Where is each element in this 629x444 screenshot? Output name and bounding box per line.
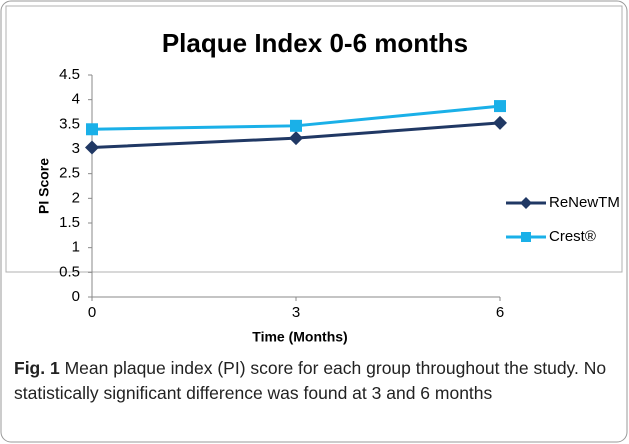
data-point [289, 131, 303, 146]
legend-label: ReNewTM [549, 194, 620, 211]
y-tick-label: 1 [72, 239, 80, 256]
x-tick-label: 6 [496, 304, 504, 321]
y-tick-label: 3.5 [59, 115, 80, 132]
y-tick-label: 3 [72, 140, 80, 157]
data-point [85, 140, 99, 155]
data-point [494, 100, 506, 113]
legend-marker [521, 232, 531, 242]
data-point [86, 123, 98, 136]
caption-label: Fig. 1 [14, 358, 60, 378]
y-tick-label: 2 [72, 189, 80, 206]
x-tick-label: 0 [88, 304, 96, 321]
legend-label: Crest® [549, 228, 596, 245]
chart-border [5, 5, 623, 273]
x-axis-label: Time (Months) [252, 329, 347, 345]
legend-marker [520, 197, 532, 209]
caption-text: Mean plaque index (PI) score for each gr… [14, 358, 607, 403]
caption: Fig. 1 Mean plaque index (PI) score for … [14, 356, 614, 406]
y-tick-label: 2.5 [59, 165, 80, 182]
chart-title: Plaque Index 0-6 months [162, 28, 468, 58]
y-tick-label: 1.5 [59, 214, 80, 231]
y-tick-label: 4.5 [59, 66, 80, 83]
y-tick-label: 4 [72, 91, 80, 108]
y-tick-label: 0.5 [59, 263, 80, 280]
data-point [290, 119, 302, 132]
x-tick-label: 3 [292, 304, 300, 321]
y-axis-label: PI Score [36, 158, 52, 214]
y-tick-label: 0 [72, 288, 80, 305]
data-point [493, 115, 507, 130]
